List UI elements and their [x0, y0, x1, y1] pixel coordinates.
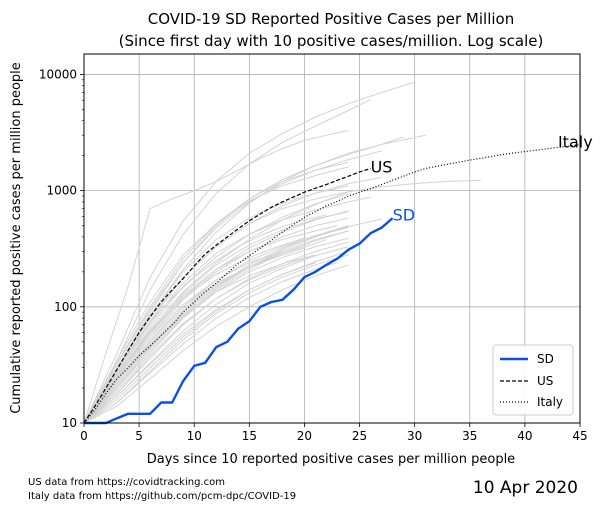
state-curve: [83, 210, 349, 424]
x-tick-label: 5: [135, 429, 143, 443]
state-curve: [83, 262, 316, 424]
state-curve: [83, 237, 305, 424]
series-line-us: [83, 167, 371, 424]
y-tick-label: 10: [62, 416, 77, 430]
state-curve: [83, 161, 349, 424]
x-axis-label: Days since 10 reported positive cases pe…: [147, 452, 515, 467]
annotation-italy: Italy: [558, 132, 593, 151]
legend-box: [492, 344, 574, 416]
footer-source-us: US data from https://covidtracking.com: [28, 477, 225, 488]
y-tick-label: 1000: [46, 184, 77, 198]
state-curve: [83, 250, 349, 424]
legend: SD US Italy: [492, 344, 574, 416]
series-line-italy: [83, 144, 581, 424]
state-curve: [83, 150, 382, 424]
y-tick-label: 100: [54, 300, 77, 314]
state-curve: [83, 214, 327, 424]
chart-subtitle: (Since first day with 10 positive cases/…: [119, 32, 544, 50]
y-axis-ticks: 10 100 1000 10000: [39, 67, 84, 430]
x-tick-label: 25: [352, 429, 367, 443]
series-line-sd: [84, 217, 394, 425]
state-curve: [83, 129, 349, 424]
state-curve: [83, 254, 316, 424]
background-state-curves: [83, 81, 481, 424]
state-curve: [83, 225, 349, 424]
legend-label-us: US: [537, 374, 553, 388]
state-curve: [83, 237, 349, 424]
state-curve: [83, 254, 349, 424]
footer-date: 10 Apr 2020: [473, 478, 578, 498]
state-curve: [83, 225, 338, 424]
annotation-us: US: [371, 158, 393, 177]
x-tick-label: 15: [242, 429, 257, 443]
x-tick-label: 45: [572, 429, 587, 443]
state-curve: [83, 247, 305, 424]
footer-source-italy: Italy data from https://github.com/pcm-d…: [28, 491, 296, 502]
state-curve: [83, 176, 382, 424]
state-curve: [83, 98, 371, 424]
x-tick-label: 35: [462, 429, 477, 443]
legend-label-sd: SD: [537, 352, 554, 366]
legend-label-italy: Italy: [537, 395, 563, 409]
x-tick-label: 0: [80, 429, 88, 443]
state-curve: [83, 196, 371, 424]
state-curve: [83, 250, 283, 424]
annotation-sd: SD: [393, 205, 415, 224]
y-tick-label: 10000: [39, 67, 77, 81]
state-curve: [83, 166, 349, 424]
x-tick-label: 20: [297, 429, 312, 443]
series-annotations: US SD Italy: [371, 132, 593, 224]
x-tick-label: 10: [187, 429, 202, 443]
plot-frame: [83, 53, 581, 424]
state-curve: [83, 193, 349, 424]
state-curve: [83, 230, 349, 424]
state-curve: [83, 136, 404, 424]
y-axis-label: Cumulative reported positive cases per m…: [9, 62, 24, 414]
x-tick-label: 30: [407, 429, 422, 443]
state-curve: [83, 179, 481, 424]
state-curve: [83, 191, 349, 424]
state-curve: [83, 218, 382, 424]
state-curve: [83, 264, 349, 424]
state-curve: [83, 81, 415, 424]
chart-title: COVID-19 SD Reported Positive Cases per …: [148, 10, 514, 28]
series-lines: [83, 144, 581, 425]
x-tick-label: 40: [517, 429, 532, 443]
x-axis-ticks: 0 5 10 15 20 25 30 35 40 45: [80, 423, 588, 443]
